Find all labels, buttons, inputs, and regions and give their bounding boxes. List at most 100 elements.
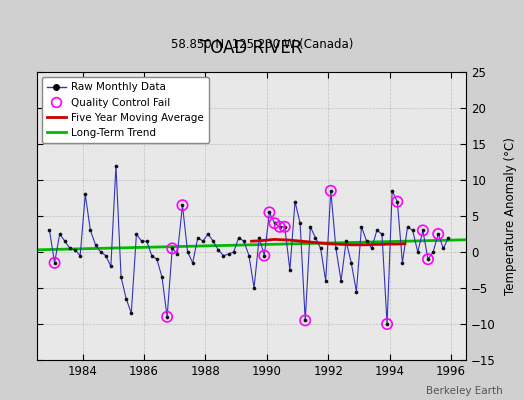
Point <box>286 267 294 273</box>
Point <box>408 227 417 234</box>
Point <box>393 198 401 205</box>
Point <box>193 234 202 241</box>
Point <box>91 242 100 248</box>
Point <box>127 310 136 316</box>
Point <box>424 256 432 262</box>
Point <box>122 296 130 302</box>
Point <box>403 224 412 230</box>
Point <box>429 249 438 255</box>
Point <box>291 198 299 205</box>
Point <box>239 238 248 244</box>
Point <box>96 249 105 255</box>
Text: Berkeley Earth: Berkeley Earth <box>427 386 503 396</box>
Point <box>265 209 274 216</box>
Point <box>342 238 351 244</box>
Point <box>434 231 442 237</box>
Point <box>373 227 381 234</box>
Point <box>173 251 181 257</box>
Point <box>326 188 335 194</box>
Point <box>183 249 192 255</box>
Point <box>352 288 361 295</box>
Point <box>439 245 447 252</box>
Point <box>163 314 171 320</box>
Point <box>276 224 284 230</box>
Point <box>347 260 355 266</box>
Y-axis label: Temperature Anomaly (°C): Temperature Anomaly (°C) <box>504 137 517 295</box>
Point <box>152 256 161 262</box>
Point <box>301 317 309 324</box>
Legend: Raw Monthly Data, Quality Control Fail, Five Year Moving Average, Long-Term Tren: Raw Monthly Data, Quality Control Fail, … <box>42 77 209 143</box>
Point <box>306 224 314 230</box>
Point <box>260 252 268 259</box>
Point <box>280 224 289 230</box>
Point <box>143 238 151 244</box>
Point <box>112 162 120 169</box>
Point <box>311 234 320 241</box>
Point <box>265 209 274 216</box>
Point <box>230 249 238 255</box>
Point <box>280 224 289 230</box>
Point <box>204 231 212 237</box>
Point <box>383 321 391 327</box>
Point <box>296 220 304 226</box>
Point <box>398 260 407 266</box>
Point <box>393 198 401 205</box>
Title: TOAD RIVER: TOAD RIVER <box>200 38 303 56</box>
Point <box>301 317 309 324</box>
Point <box>326 188 335 194</box>
Point <box>322 278 330 284</box>
Point <box>332 245 340 252</box>
Point <box>61 238 69 244</box>
Point <box>71 247 79 253</box>
Point <box>363 238 371 244</box>
Point <box>56 231 64 237</box>
Point <box>86 227 94 234</box>
Text: 58.850 N, 125.230 W (Canada): 58.850 N, 125.230 W (Canada) <box>171 38 353 51</box>
Point <box>255 234 264 241</box>
Point <box>163 314 171 320</box>
Point <box>168 245 177 252</box>
Point <box>117 274 125 280</box>
Point <box>419 227 427 234</box>
Point <box>413 249 422 255</box>
Point <box>434 231 442 237</box>
Point <box>424 256 432 262</box>
Point <box>66 245 74 252</box>
Point <box>250 285 258 291</box>
Point <box>260 252 268 259</box>
Point <box>419 227 427 234</box>
Point <box>444 234 453 241</box>
Point <box>168 245 177 252</box>
Point <box>81 191 90 198</box>
Point <box>50 260 59 266</box>
Point <box>137 238 146 244</box>
Point <box>107 263 115 270</box>
Point <box>245 252 253 259</box>
Point <box>102 252 110 259</box>
Point <box>189 260 197 266</box>
Point <box>388 188 396 194</box>
Point <box>276 224 284 230</box>
Point <box>148 252 156 259</box>
Point <box>45 227 53 234</box>
Point <box>50 260 59 266</box>
Point <box>219 252 227 259</box>
Point <box>357 224 366 230</box>
Point <box>378 231 386 237</box>
Point <box>158 274 166 280</box>
Point <box>316 245 325 252</box>
Point <box>199 238 207 244</box>
Point <box>270 220 279 226</box>
Point <box>178 202 187 208</box>
Point <box>270 220 279 226</box>
Point <box>235 234 243 241</box>
Point <box>367 245 376 252</box>
Point <box>214 247 223 253</box>
Point <box>178 202 187 208</box>
Point <box>337 278 345 284</box>
Point <box>209 238 217 244</box>
Point <box>383 321 391 327</box>
Point <box>224 251 233 257</box>
Point <box>132 231 140 237</box>
Point <box>76 252 84 259</box>
